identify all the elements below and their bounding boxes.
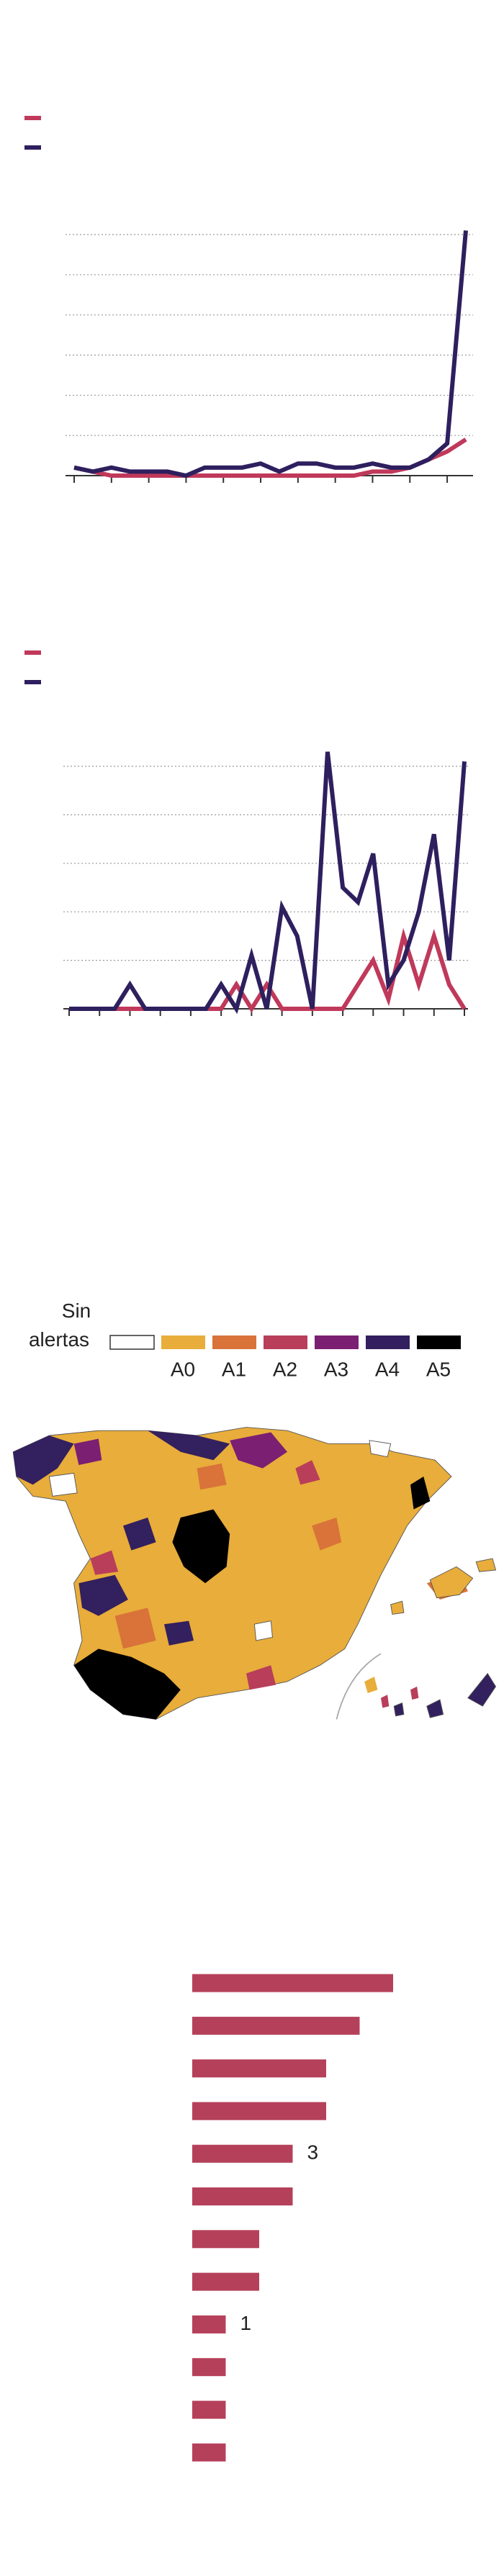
legend-swatch xyxy=(366,1335,410,1349)
a1-patches xyxy=(114,1463,468,1649)
sin-alertas-patches xyxy=(48,1440,392,1641)
legend-swatch xyxy=(109,1335,155,1350)
legend-swatch xyxy=(24,116,41,120)
a3-north xyxy=(73,1432,287,1469)
a5-centre xyxy=(172,1477,431,1584)
legend-swatch xyxy=(212,1335,256,1349)
legend-swatch xyxy=(417,1335,461,1349)
bar xyxy=(192,2230,259,2249)
bar xyxy=(192,2400,226,2419)
bar xyxy=(192,2443,226,2462)
series-line xyxy=(73,230,468,479)
spain-map xyxy=(12,1427,497,1720)
legend-swatch xyxy=(161,1335,205,1349)
a4-west xyxy=(78,1518,194,1646)
bar xyxy=(192,2059,326,2078)
bar xyxy=(192,2102,326,2121)
legend-label: A1 xyxy=(222,1358,246,1380)
legend-label: A4 xyxy=(375,1358,400,1380)
legend-swatch xyxy=(24,145,41,150)
bar xyxy=(192,2144,293,2163)
legend-swatch xyxy=(264,1335,307,1349)
canary-islands xyxy=(393,1672,497,1718)
bar xyxy=(192,2272,259,2291)
value-label: 1 xyxy=(240,2312,252,2334)
series-line xyxy=(69,928,467,1013)
legend-label: A5 xyxy=(426,1358,451,1380)
bar xyxy=(192,2016,360,2035)
bar xyxy=(192,1974,393,1992)
legend-label: Sin alertas xyxy=(29,1300,91,1351)
inset-arc xyxy=(336,1653,382,1720)
series-line xyxy=(69,751,467,1015)
a4-north xyxy=(13,1430,230,1485)
bar xyxy=(192,2187,293,2205)
legend-swatch xyxy=(24,650,41,655)
canary-islands-a0 xyxy=(364,1677,378,1693)
mainland xyxy=(12,1427,452,1720)
value-label: 3 xyxy=(307,2141,319,2164)
legend-label: A2 xyxy=(273,1358,297,1380)
legend-swatch xyxy=(24,680,41,684)
canary-islands-a2 xyxy=(380,1686,419,1708)
balearic-islands xyxy=(390,1558,497,1615)
legend-label: A3 xyxy=(324,1358,348,1380)
bar xyxy=(192,2315,226,2334)
a5-south xyxy=(73,1648,181,1720)
legend-swatch xyxy=(315,1335,359,1349)
bar xyxy=(192,2358,226,2377)
legend-label: A0 xyxy=(171,1358,195,1380)
